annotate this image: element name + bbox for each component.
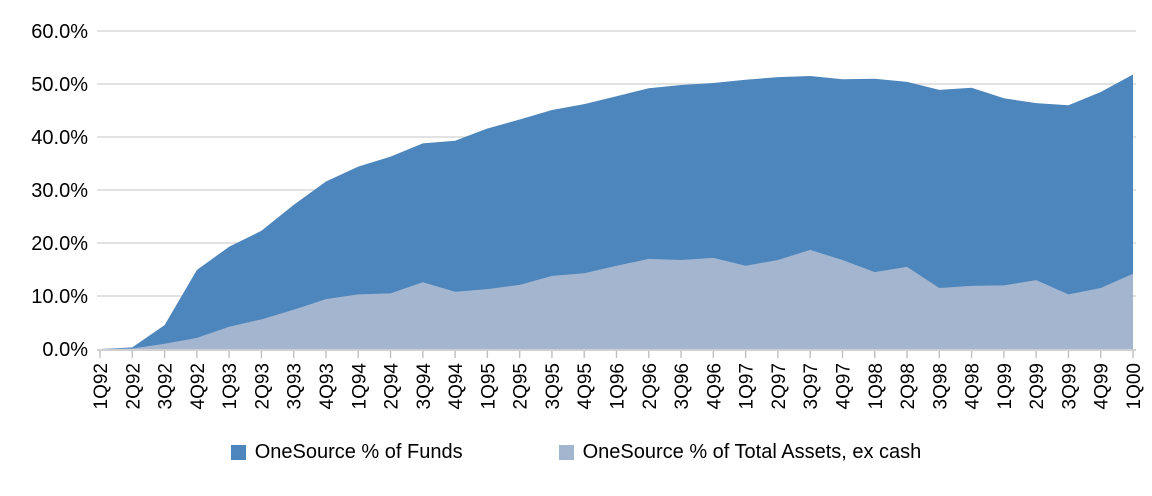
y-axis-label: 60.0%	[31, 21, 88, 43]
x-axis-label: 3Q99	[1059, 363, 1080, 409]
x-axis-label: 2Q99	[1027, 363, 1048, 409]
x-axis-label: 1Q92	[91, 363, 112, 409]
legend: OneSource % of Funds OneSource % of Tota…	[0, 441, 1152, 464]
x-axis-label: 3Q96	[672, 363, 693, 409]
x-axis-label: 2Q98	[898, 363, 919, 409]
x-axis-label: 1Q00	[1124, 363, 1145, 409]
legend-swatch-funds-icon	[230, 445, 246, 460]
legend-item-funds: OneSource % of Funds	[230, 441, 463, 464]
y-axis-label: 30.0%	[31, 180, 88, 202]
x-axis-label: 4Q93	[317, 363, 338, 409]
legend-label-funds: OneSource % of Funds	[254, 441, 463, 463]
legend-swatch-assets-icon	[558, 445, 574, 460]
legend-item-assets: OneSource % of Total Assets, ex cash	[558, 441, 922, 464]
x-axis-label: 4Q97	[833, 363, 854, 409]
x-axis-label: 2Q93	[252, 363, 273, 409]
x-axis-label: 2Q92	[123, 363, 144, 409]
x-axis-label: 3Q93	[285, 363, 306, 409]
x-axis-label: 1Q95	[478, 363, 499, 409]
x-axis-label: 1Q99	[995, 363, 1016, 409]
x-axis-label: 1Q98	[866, 363, 887, 409]
x-axis-label: 4Q98	[963, 363, 984, 409]
legend-label-assets: OneSource % of Total Assets, ex cash	[582, 441, 922, 463]
area-assets	[100, 249, 1133, 349]
x-axis-label: 2Q97	[769, 363, 790, 409]
x-axis-label: 3Q92	[156, 363, 177, 409]
x-axis-label: 4Q94	[446, 363, 467, 410]
x-axis-label: 4Q96	[704, 363, 725, 409]
y-axis-label: 40.0%	[31, 127, 88, 149]
x-axis-label: 1Q94	[349, 363, 370, 410]
x-axis-label: 4Q95	[575, 363, 596, 409]
x-axis-label: 1Q93	[220, 363, 241, 409]
x-axis-label: 3Q94	[414, 363, 435, 410]
x-axis-label: 2Q94	[382, 363, 403, 410]
y-axis-label: 50.0%	[31, 74, 88, 96]
x-axis-label: 3Q98	[930, 363, 951, 409]
x-axis-label: 2Q95	[511, 363, 532, 409]
x-axis-label: 4Q92	[188, 363, 209, 409]
y-axis-label: 0.0%	[42, 339, 88, 361]
chart-canvas: 0.0% 10.0% 20.0% 30.0% 40.0% 50.0% 60.0% 1Q92 2Q…	[31, 21, 1145, 410]
x-axis-label: 3Q97	[801, 363, 822, 409]
y-axis-label: 10.0%	[31, 286, 88, 308]
x-axis-label: 1Q97	[737, 363, 758, 409]
y-axis-label: 20.0%	[31, 233, 88, 255]
x-axis-label: 3Q95	[543, 363, 564, 409]
x-axis-label: 1Q96	[608, 363, 629, 409]
x-axis-label: 4Q99	[1092, 363, 1113, 409]
x-axis-label: 2Q96	[640, 363, 661, 409]
